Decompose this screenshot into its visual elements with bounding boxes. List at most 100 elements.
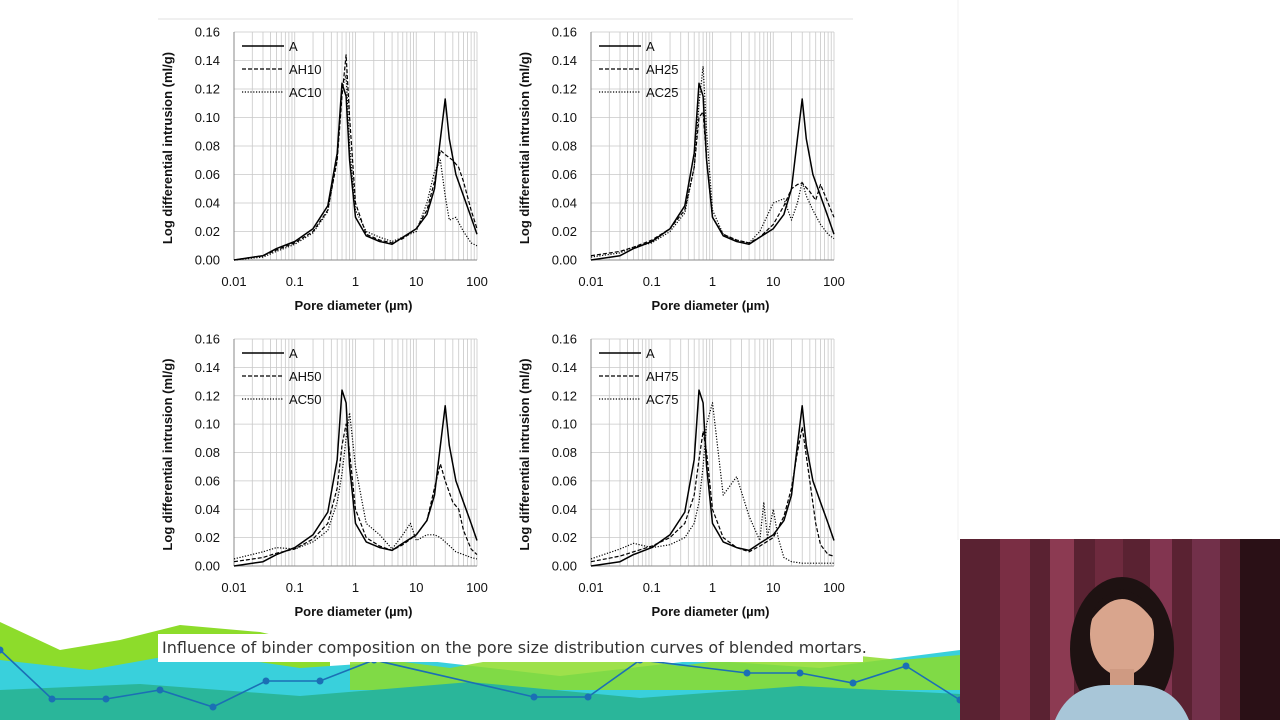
x-axis-title: Pore diameter (µm) [651,604,769,619]
bg-network-line [0,649,961,708]
legend-label: A [289,39,298,54]
y-tick-label: 0.10 [552,417,577,432]
bg-network-node [262,677,270,685]
chart-panel: 0.00 0.02 0.04 0.06 0.08 0.10 0.12 0.14 0.16 0.01… [517,332,845,620]
bg-network-node [48,695,56,703]
series-line-ac50 [233,412,478,560]
series-line-ah50 [233,423,478,563]
series-line-a [233,82,478,261]
x-tick-label: 0.1 [286,274,304,289]
y-tick-label: 0.00 [552,253,577,268]
x-tick-label: 0.01 [578,274,603,289]
legend-label: AH75 [646,369,679,384]
bg-network-node [530,693,538,701]
x-tick-label: 10 [409,274,423,289]
y-tick-label: 0.02 [195,530,220,545]
x-tick-label: 1 [709,274,716,289]
y-tick-label: 0.08 [195,445,220,460]
y-tick-label: 0.08 [552,139,577,154]
y-tick-label: 0.02 [195,224,220,239]
y-tick-label: 0.10 [552,110,577,125]
bg-network-node [849,679,857,687]
x-tick-label: 10 [766,274,780,289]
legend-label: AH10 [289,62,322,77]
legend-label: AC10 [289,85,322,100]
bg-network-node [902,662,910,670]
y-tick-label: 0.16 [195,332,220,347]
x-tick-label: 1 [352,580,359,595]
y-tick-label: 0.08 [195,139,220,154]
y-tick-label: 0.00 [552,559,577,574]
y-tick-label: 0.06 [195,473,220,488]
y-tick-label: 0.10 [195,417,220,432]
presenter-video [960,539,1280,720]
figure-caption: Influence of binder composition on the p… [158,634,867,662]
bg-network-node [584,693,592,701]
y-axis-title: Log differential intrusion (ml/g) [517,358,532,550]
y-tick-label: 0.10 [195,110,220,125]
series-line-ac75 [590,402,834,564]
y-tick-label: 0.12 [552,82,577,97]
series-line-a [590,389,835,567]
x-tick-label: 0.1 [643,580,661,595]
x-tick-label: 1 [352,274,359,289]
series-line-a [233,389,478,567]
y-axis-title: Log differential intrusion (ml/g) [517,52,532,244]
legend-label: A [646,39,655,54]
x-axis-title: Pore diameter (µm) [294,604,412,619]
bg-network-node [156,686,164,694]
y-tick-label: 0.04 [195,196,220,211]
y-tick-label: 0.06 [552,167,577,182]
y-tick-label: 0.02 [552,224,577,239]
chart-panel: 0.00 0.02 0.04 0.06 0.08 0.10 0.12 0.14 0.16 0.01… [160,25,488,314]
x-tick-label: 0.01 [578,580,603,595]
y-tick-label: 0.14 [552,53,577,68]
legend-label: AH50 [289,369,322,384]
x-tick-label: 0.1 [286,580,304,595]
bg-network-node [796,669,804,677]
y-tick-label: 0.02 [552,530,577,545]
legend-label: AC25 [646,85,679,100]
y-axis-title: Log differential intrusion (ml/g) [160,52,175,244]
chart-panel: 0.00 0.02 0.04 0.06 0.08 0.10 0.12 0.14 0.16 0.01… [517,25,845,314]
x-tick-label: 0.01 [221,274,246,289]
y-tick-label: 0.06 [552,473,577,488]
charts-group: 0.00 0.02 0.04 0.06 0.08 0.10 0.12 0.14 0.16 0.01… [160,25,845,620]
chart-panel: 0.00 0.02 0.04 0.06 0.08 0.10 0.12 0.14 0.16 0.01… [160,332,488,620]
series-line-ah75 [590,426,835,563]
series-line-ah25 [590,111,835,257]
series-line-ac10 [233,74,478,261]
x-axis-title: Pore diameter (µm) [651,298,769,313]
y-tick-label: 0.12 [195,82,220,97]
y-tick-label: 0.00 [195,253,220,268]
y-tick-label: 0.16 [195,25,220,40]
x-tick-label: 100 [466,580,488,595]
y-tick-label: 0.06 [195,167,220,182]
x-tick-label: 0.01 [221,580,246,595]
legend-label: A [646,346,655,361]
bg-network-node [743,669,751,677]
series-line-ac25 [590,65,835,258]
y-axis-title: Log differential intrusion (ml/g) [160,358,175,550]
x-tick-label: 0.1 [643,274,661,289]
y-tick-label: 0.08 [552,445,577,460]
y-tick-label: 0.14 [552,360,577,375]
legend-label: A [289,346,298,361]
legend-label: AH25 [646,62,679,77]
x-tick-label: 100 [823,580,845,595]
legend-label: AC50 [289,392,322,407]
y-tick-label: 0.04 [552,502,577,517]
x-tick-label: 1 [709,580,716,595]
bg-network-node [316,677,324,685]
y-tick-label: 0.14 [195,360,220,375]
bg-network-node [209,703,217,711]
bg-network-node [102,695,110,703]
series-line-ah10 [233,54,478,261]
y-tick-label: 0.04 [195,502,220,517]
y-tick-label: 0.14 [195,53,220,68]
y-tick-label: 0.16 [552,332,577,347]
x-axis-title: Pore diameter (µm) [294,298,412,313]
x-tick-label: 10 [766,580,780,595]
y-tick-label: 0.12 [195,388,220,403]
